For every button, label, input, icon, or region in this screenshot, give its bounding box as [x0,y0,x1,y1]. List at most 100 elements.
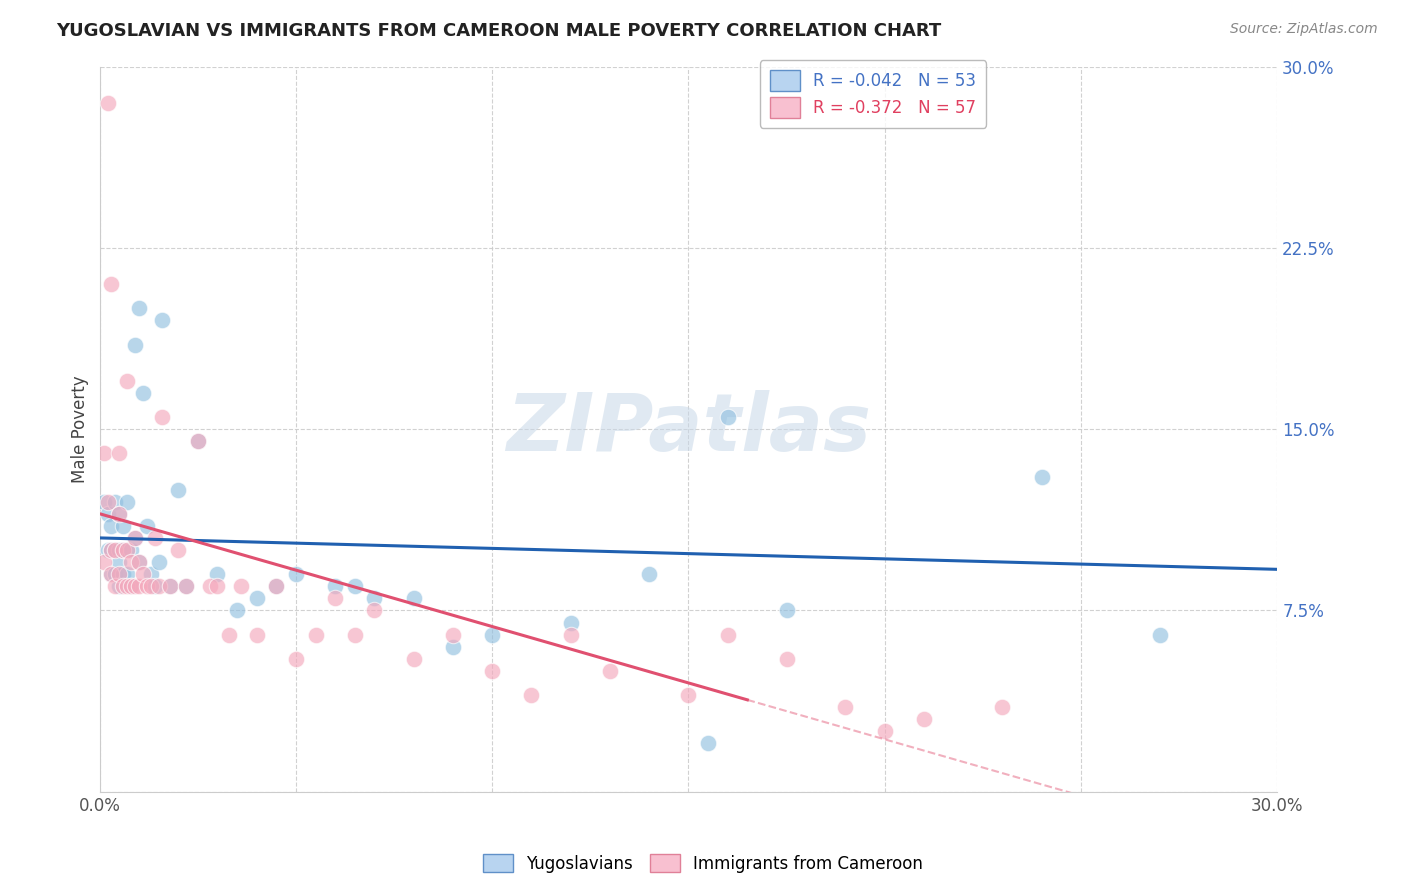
Point [143,531,166,545]
Point [159,579,181,593]
Point [139,579,162,593]
Point [207,567,229,582]
Point [207,579,229,593]
Point [108,507,131,521]
Legend: Yugoslavians, Immigrants from Cameroon: Yugoslavians, Immigrants from Cameroon [477,847,929,880]
Point [132,567,155,582]
Point [991,700,1014,714]
Point [120,555,142,569]
Point [112,567,135,582]
Point [112,543,135,558]
Point [108,555,131,569]
Point [96,543,118,558]
Point [128,579,150,593]
Point [115,567,138,582]
Point [174,579,197,593]
Point [1149,627,1171,641]
Point [343,579,366,593]
Text: YUGOSLAVIAN VS IMMIGRANTS FROM CAMEROON MALE POVERTY CORRELATION CHART: YUGOSLAVIAN VS IMMIGRANTS FROM CAMEROON … [56,22,942,40]
Point [229,579,252,593]
Point [96,507,118,521]
Point [124,337,146,351]
Point [128,301,150,316]
Point [93,555,115,569]
Point [100,543,122,558]
Point [284,652,307,666]
Point [100,567,122,582]
Point [174,579,197,593]
Point [93,446,115,460]
Point [100,543,122,558]
Point [112,579,135,593]
Point [96,95,118,110]
Legend: R = -0.042   N = 53, R = -0.372   N = 57: R = -0.042 N = 53, R = -0.372 N = 57 [761,61,987,128]
Point [152,313,174,327]
Point [266,579,288,593]
Point [226,603,249,617]
Point [148,579,170,593]
Text: Source: ZipAtlas.com: Source: ZipAtlas.com [1230,22,1378,37]
Point [96,494,118,508]
Point [112,518,135,533]
Point [93,494,115,508]
Point [167,543,190,558]
Point [135,579,157,593]
Point [717,410,740,425]
Point [143,579,166,593]
Point [873,724,896,739]
Point [115,579,138,593]
Point [112,543,135,558]
Point [402,652,425,666]
Point [108,567,131,582]
Point [717,627,740,641]
Point [363,603,385,617]
Point [104,494,127,508]
Point [128,555,150,569]
Point [560,615,582,630]
Point [520,688,543,702]
Point [124,531,146,545]
Point [124,531,146,545]
Point [115,494,138,508]
Point [343,627,366,641]
Point [304,627,326,641]
Point [128,555,150,569]
Point [135,518,157,533]
Point [108,446,131,460]
Point [152,410,174,425]
Point [481,627,503,641]
Point [323,591,346,606]
Point [284,567,307,582]
Point [481,664,503,678]
Point [104,567,127,582]
Point [108,543,131,558]
Y-axis label: Male Poverty: Male Poverty [72,376,89,483]
Text: ZIPatlas: ZIPatlas [506,390,870,468]
Point [775,603,797,617]
Point [104,579,127,593]
Point [697,736,720,750]
Point [218,627,240,641]
Point [115,374,138,388]
Point [139,567,162,582]
Point [1031,470,1053,484]
Point [104,543,127,558]
Point [912,712,935,726]
Point [132,385,155,400]
Point [441,627,464,641]
Point [266,579,288,593]
Point [100,277,122,292]
Point [246,591,269,606]
Point [198,579,221,593]
Point [187,434,209,449]
Point [187,434,209,449]
Point [560,627,582,641]
Point [599,664,621,678]
Point [100,518,122,533]
Point [115,543,138,558]
Point [159,579,181,593]
Point [100,567,122,582]
Point [246,627,269,641]
Point [120,543,142,558]
Point [834,700,856,714]
